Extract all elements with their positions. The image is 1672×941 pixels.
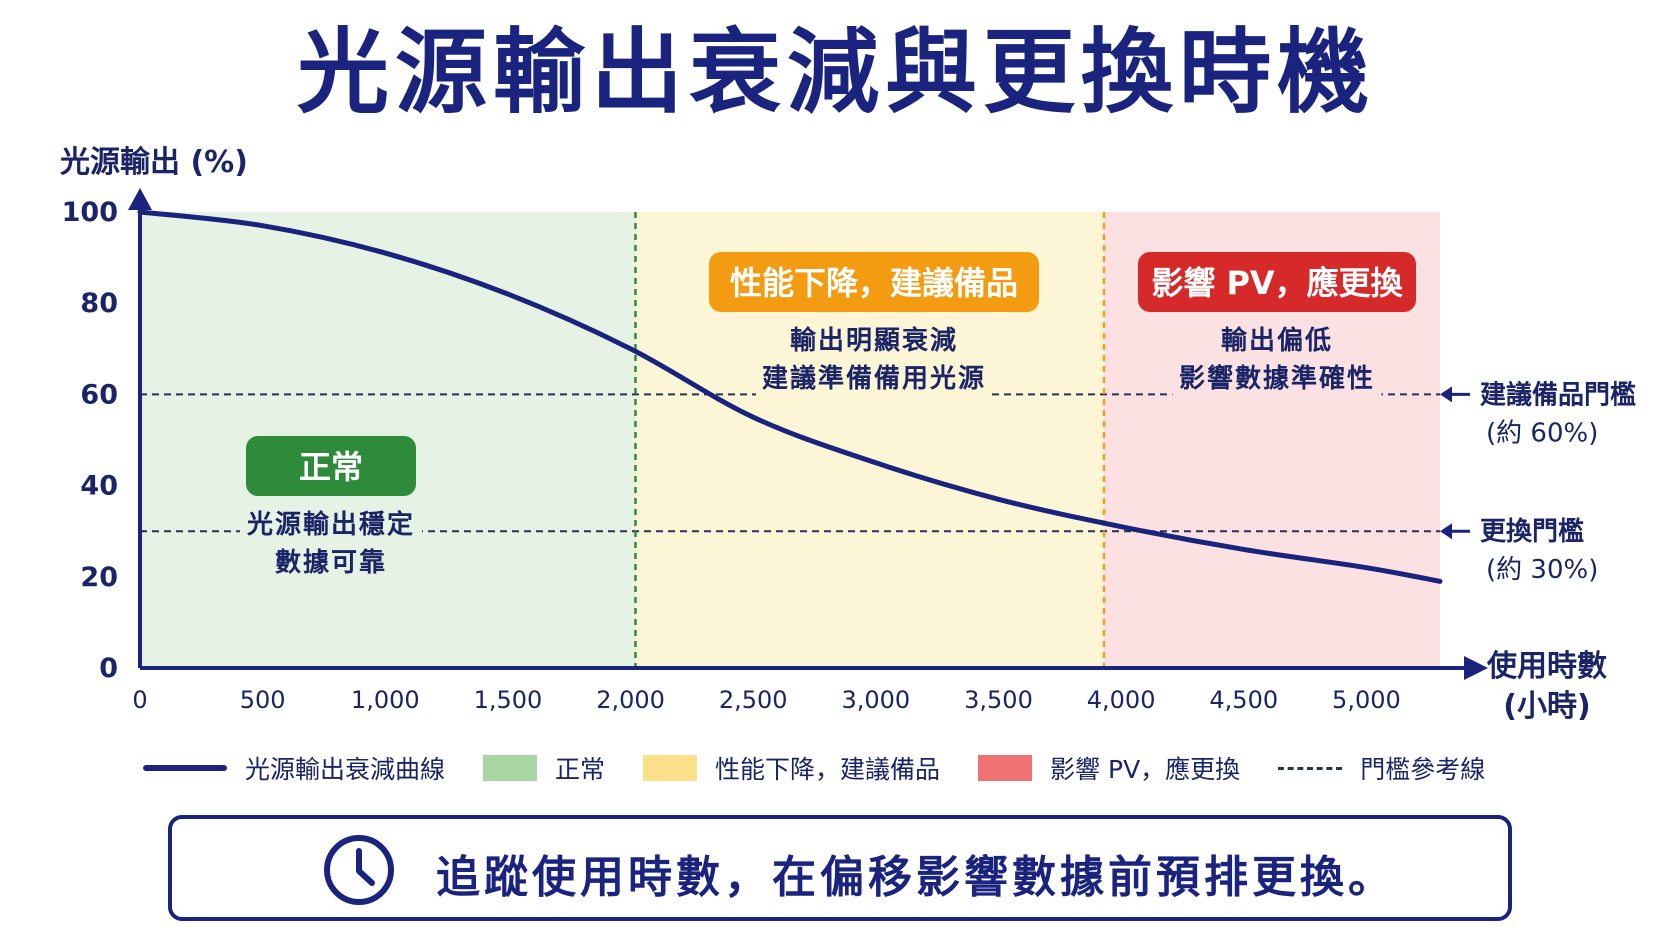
y-tick-label: 0 [99,653,118,684]
legend-label: 光源輸出衰減曲線 [245,755,446,784]
x-tick-label: 3,000 [841,686,910,714]
chart: 0 20 40 60 80 100 0 500 1,000 1,500 2,000 2,500 3,00… [60,145,1636,724]
legend-item-degraded: 性能下降，建議備品 [643,750,940,786]
x-tick-label: 4,000 [1087,686,1156,714]
zone-description: 影響數據準確性 [1179,363,1375,394]
legend-label: 正常 [555,755,606,784]
y-axis-arrow [128,188,152,210]
footer-callout: 追蹤使用時數，在偏移影響數據前預排更換。 [168,815,1512,921]
x-tick-label: 1,500 [474,686,543,714]
legend-label: 門檻參考線 [1360,755,1486,784]
legend-dash-swatch [1278,766,1343,770]
y-tick-label: 80 [80,288,118,319]
page-title: 光源輸出衰減與更換時機 [296,19,1375,126]
legend-item-curve: 光源輸出衰減曲線 [143,750,445,786]
zone-badge-2 [1138,252,1416,312]
x-tick-label: 0 [132,686,147,714]
zone-description: 數據可靠 [275,548,387,578]
threshold-arrow-head [1440,386,1452,403]
x-tick-label: 2,500 [719,686,788,714]
threshold-label: 建議備品門檻 [1480,379,1636,410]
threshold-arrow-head [1440,523,1452,540]
legend-item-threshold: 門檻參考線 [1278,750,1485,786]
zone-text-backdrop [756,357,992,397]
legend-label: 性能下降，建議備品 [715,755,941,784]
zone-badge-label: 正常 [299,448,363,486]
decay-curve-line [137,209,1443,584]
x-tick-label: 3,500 [964,686,1033,714]
x-axis-arrow [1464,656,1488,680]
y-axis-title: 光源輸出 (%) [60,145,248,180]
y-tick-label: 60 [80,379,118,410]
y-tick-label: 100 [62,197,118,228]
zone-description: 建議準備備用光源 [762,363,986,394]
x-axis-title: (小時) [1503,689,1590,724]
zone-text-backdrop [267,541,395,581]
legend-line-swatch [143,765,227,771]
zone-description: 輸出明顯衰減 [790,325,958,356]
x-tick-label: 5,000 [1332,686,1401,714]
zone-badge-0 [246,436,416,496]
threshold-label: (約 60%) [1486,418,1598,448]
zone-text-backdrop [783,319,965,359]
legend-label: 影響 PV，應更換 [1050,755,1241,784]
x-axis-title: 使用時數 [1486,649,1607,684]
x-tick-label: 500 [240,686,286,714]
x-tick-label: 4,500 [1209,686,1278,714]
legend-swatch-red [978,755,1033,781]
legend-swatch-green [483,755,538,781]
y-tick-label: 20 [80,562,118,593]
zone-text-backdrop [1213,319,1341,359]
zone-text-backdrop [240,503,422,543]
x-tick-label: 1,000 [351,686,420,714]
legend-item-replace: 影響 PV，應更換 [978,750,1240,786]
zone-badge-1 [709,252,1039,312]
threshold-label: 更換門檻 [1480,517,1584,547]
zone-text-backdrop [1172,357,1382,397]
zone-badge-label: 影響 PV，應更換 [1151,264,1403,302]
clock-icon [324,835,394,905]
zone-description: 輸出偏低 [1221,325,1333,356]
y-tick-label: 40 [80,471,118,502]
zone-description: 光源輸出穩定 [246,509,415,540]
zone-badge-label: 性能下降，建議備品 [730,264,1018,302]
threshold-label: (約 30%) [1486,555,1598,585]
legend-swatch-yellow [643,755,698,781]
legend-item-normal: 正常 [483,750,605,786]
legend: 光源輸出衰減曲線 正常 性能下降，建議備品 影響 PV，應更換 門檻參考線 [143,748,1523,788]
footer-text: 追蹤使用時數，在偏移影響數據前預排更換。 [436,852,1396,903]
x-tick-label: 2,000 [596,686,665,714]
